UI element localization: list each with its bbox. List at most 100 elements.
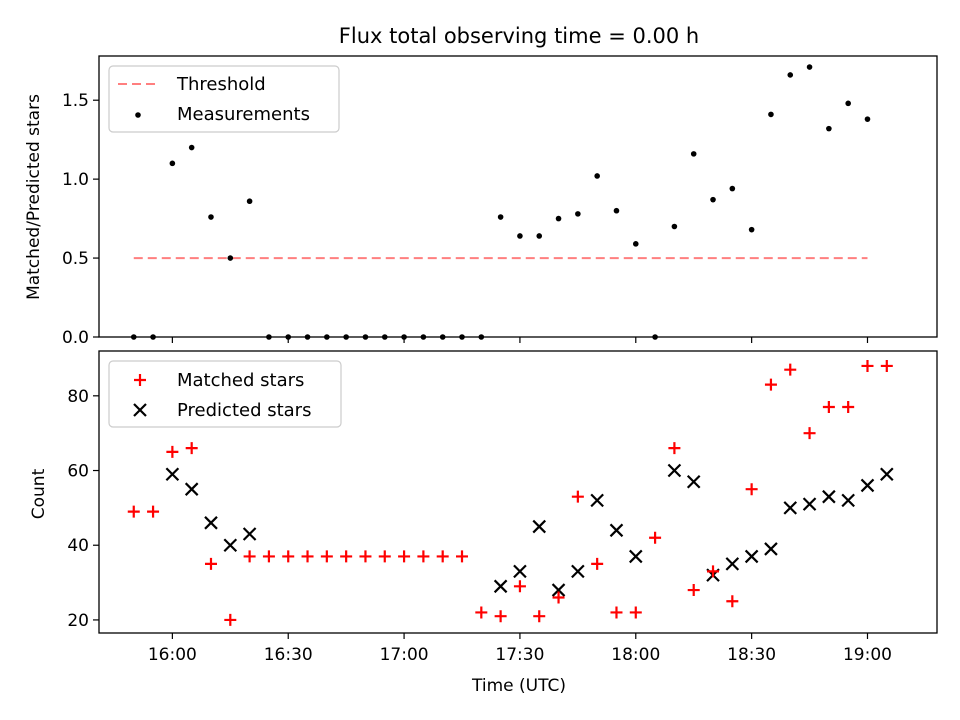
predicted-star-mark xyxy=(184,482,199,496)
x-tick-label: 19:00 xyxy=(843,645,892,665)
matched-star-mark xyxy=(436,550,449,563)
matched-star-mark xyxy=(707,565,720,578)
predicted-star-mark xyxy=(551,583,566,597)
matched-star-mark xyxy=(880,359,893,372)
ratio-panel: 0.0 0.5 1.0 1.5 Threshold Measurements xyxy=(62,55,938,348)
measurement-point xyxy=(826,125,832,132)
measurement-point xyxy=(517,233,523,239)
y-tick-label: 80 xyxy=(67,387,89,407)
matched-star-mark xyxy=(822,401,835,414)
measurement-point xyxy=(632,241,639,247)
predicted-star-mark xyxy=(880,467,894,482)
measurement-point xyxy=(324,334,330,340)
matched-star-mark xyxy=(494,610,507,623)
legend-threshold-label: Threshold xyxy=(176,74,266,95)
matched-star-mark xyxy=(243,550,256,563)
predicted-star-mark xyxy=(783,501,798,515)
matched-star-mark xyxy=(803,427,816,440)
matched-star-mark xyxy=(533,610,546,623)
matched-star-mark xyxy=(475,606,488,619)
matched-star-mark xyxy=(378,550,391,563)
matched-star-mark xyxy=(127,505,140,518)
matched-star-mark xyxy=(842,401,855,414)
measurement-point xyxy=(729,185,736,192)
matched-star-mark xyxy=(301,550,314,563)
matched-star-mark xyxy=(513,580,526,593)
legend-matched-swatch xyxy=(134,374,146,386)
matched-star-mark xyxy=(610,606,623,619)
predicted-star-mark xyxy=(513,564,527,579)
measurement-point xyxy=(420,334,427,340)
predicted-star-mark xyxy=(609,523,624,538)
measurement-point xyxy=(845,100,851,107)
legend-measurement-label: Measurements xyxy=(177,104,310,125)
measurement-point xyxy=(439,334,446,340)
x-tick-label: 16:30 xyxy=(264,645,313,665)
measurement-point xyxy=(497,214,504,220)
predicted-star-mark xyxy=(686,474,701,489)
measurement-point xyxy=(188,144,195,151)
measurement-point xyxy=(690,151,697,157)
predicted-star-mark xyxy=(744,549,759,564)
y-tick-label: 0.0 xyxy=(62,328,89,348)
y-tick-label: 40 xyxy=(67,536,89,556)
measurement-point xyxy=(806,64,813,70)
predicted-star-mark xyxy=(802,497,817,511)
x-tick-label: 18:00 xyxy=(611,645,660,665)
measurement-point xyxy=(613,207,620,214)
predicted-star-mark xyxy=(590,493,604,508)
legend-box xyxy=(108,360,342,428)
matched-star-mark xyxy=(359,550,372,563)
predicted-star-mark xyxy=(841,493,855,508)
matched-star-mark xyxy=(204,557,217,570)
matched-star-mark xyxy=(552,591,565,604)
predicted-star-mark xyxy=(629,549,643,564)
measurement-point xyxy=(304,334,311,340)
matched-star-mark xyxy=(629,606,642,619)
count-legend: Matched stars Predicted stars xyxy=(108,360,342,428)
figure-title: Flux total observing time = 0.00 h xyxy=(339,24,699,48)
measurement-point xyxy=(594,173,600,179)
matched-star-mark xyxy=(571,490,584,503)
measurement-point xyxy=(478,334,485,340)
measurement-point xyxy=(208,214,214,220)
count-panel: 20 40 60 80 16:00 16:30 17:00 17:30 18:00 18:30 19… xyxy=(67,350,938,665)
measurement-point xyxy=(266,334,272,340)
predicted-star-mark xyxy=(667,463,682,478)
predicted-star-mark xyxy=(764,542,778,556)
x-tick-label: 18:30 xyxy=(727,645,776,665)
matched-star-mark xyxy=(687,584,700,597)
matched-star-mark xyxy=(784,363,797,376)
matched-star-mark xyxy=(591,557,604,570)
measurement-point xyxy=(343,334,349,340)
matched-star-mark xyxy=(861,359,874,372)
predicted-star-mark xyxy=(165,467,180,482)
predicted-star-mark xyxy=(571,564,585,579)
count-y-axis-title: Count xyxy=(29,468,49,519)
x-tick-label: 17:30 xyxy=(495,645,544,665)
matched-star-mark xyxy=(764,378,777,391)
y-tick-label: 1.5 xyxy=(62,91,89,111)
measurement-point xyxy=(748,226,755,233)
predicted-star-mark xyxy=(860,478,875,493)
measurement-point xyxy=(401,334,407,340)
legend-predicted-label: Predicted stars xyxy=(177,400,311,421)
predicted-star-mark xyxy=(223,538,238,553)
matched-star-mark xyxy=(745,483,758,496)
measurement-point xyxy=(768,111,774,118)
matched-star-mark xyxy=(649,531,662,544)
matched-star-mark xyxy=(147,505,160,518)
measurement-point xyxy=(169,160,176,167)
x-tick-label: 17:00 xyxy=(380,645,429,665)
measurement-point xyxy=(381,334,388,340)
predicted-star-mark xyxy=(822,489,836,504)
measurement-point xyxy=(864,116,871,122)
matched-star-mark xyxy=(166,445,179,458)
legend-measurement-swatch xyxy=(135,112,141,118)
predicted-star-mark xyxy=(493,579,508,594)
y-tick-label: 20 xyxy=(67,611,89,631)
matched-star-mark xyxy=(185,442,198,455)
legend-predicted-swatch xyxy=(133,403,147,417)
ratio-legend: Threshold Measurements xyxy=(108,65,340,133)
